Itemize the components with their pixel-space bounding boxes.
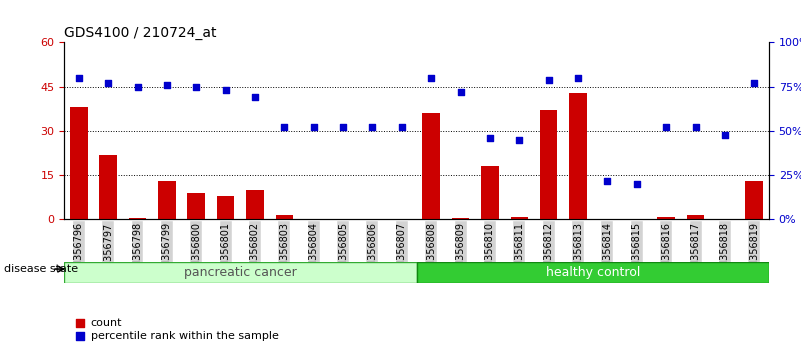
Point (718, 132, 731, 137)
Bar (540, 110, 557, 219)
Bar (746, 181, 763, 219)
FancyBboxPatch shape (417, 262, 769, 283)
FancyBboxPatch shape (64, 262, 417, 283)
Point (396, 125, 409, 130)
Point (484, 135, 497, 141)
Point (248, 95, 261, 100)
Bar (70, 107, 87, 219)
Point (572, 75, 585, 81)
Point (454, 89, 467, 95)
Text: disease state: disease state (4, 264, 78, 274)
Point (366, 125, 379, 130)
Legend: count, percentile rank within the sample: count, percentile rank within the sample (70, 314, 283, 346)
Text: healthy control: healthy control (545, 266, 640, 279)
Point (72, 75, 85, 81)
Point (219, 87, 232, 93)
Bar (187, 193, 205, 219)
Point (513, 137, 525, 143)
Bar (129, 218, 147, 219)
Bar (276, 215, 293, 219)
Point (601, 178, 614, 183)
Point (308, 125, 320, 130)
Point (131, 84, 144, 90)
Point (689, 125, 702, 130)
Bar (99, 155, 117, 219)
Point (660, 125, 673, 130)
Point (425, 75, 437, 81)
Bar (570, 93, 587, 219)
Point (190, 84, 203, 90)
Bar (481, 166, 499, 219)
Point (278, 125, 291, 130)
Point (748, 80, 761, 86)
Point (542, 77, 555, 82)
Bar (658, 217, 675, 219)
Text: pancreatic cancer: pancreatic cancer (184, 266, 296, 279)
Bar (422, 113, 440, 219)
Point (630, 181, 643, 187)
Point (336, 125, 349, 130)
Point (160, 82, 173, 88)
Bar (246, 190, 264, 219)
Bar (510, 217, 528, 219)
Bar (217, 196, 235, 219)
Text: GDS4100 / 210724_at: GDS4100 / 210724_at (64, 26, 216, 40)
Point (102, 80, 115, 86)
Bar (158, 181, 175, 219)
Bar (452, 218, 469, 219)
Bar (686, 215, 704, 219)
